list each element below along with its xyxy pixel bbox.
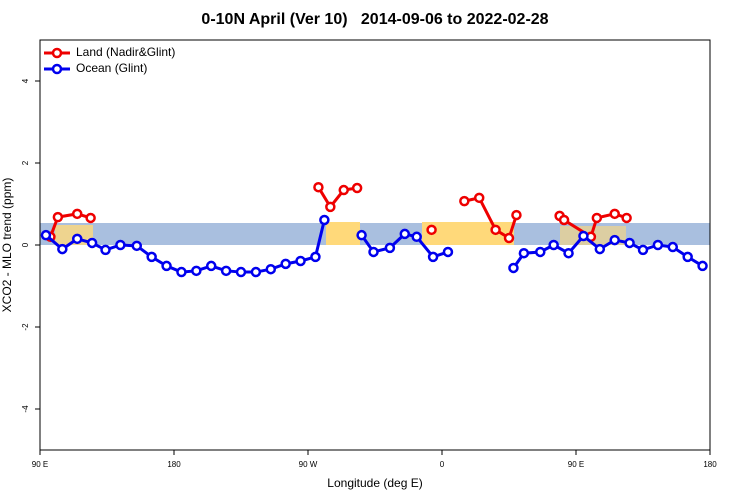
data-point (85, 212, 96, 224)
legend-marker (51, 47, 63, 59)
data-point (40, 229, 52, 241)
data-point (637, 244, 649, 256)
data-point (191, 265, 202, 277)
data-point (609, 234, 620, 246)
land-band (326, 222, 360, 245)
data-point (518, 247, 530, 259)
data-point (399, 228, 411, 240)
data-point (338, 184, 349, 196)
data-point (280, 258, 291, 270)
data-point (594, 243, 606, 255)
y-tick-label: 2 (21, 160, 30, 165)
x-tick-label: 180 (167, 460, 181, 469)
data-point (511, 209, 522, 221)
x-axis-label: Longitude (deg E) (327, 476, 422, 490)
data-point (508, 262, 519, 274)
data-point (310, 251, 321, 263)
y-tick-label: 0 (21, 242, 30, 247)
legend-label: Land (Nadir&Glint) (76, 45, 175, 59)
data-point (52, 211, 64, 223)
data-point (697, 260, 708, 272)
data-point (131, 240, 143, 252)
y-tick-label: -2 (21, 323, 30, 331)
data-point (235, 266, 247, 278)
data-point (490, 224, 501, 236)
x-tick-label: 90 W (299, 460, 318, 469)
data-point (356, 229, 367, 241)
x-tick-label: 0 (440, 460, 445, 469)
data-point (558, 214, 570, 226)
legend-marker (51, 63, 63, 75)
x-tick-label: 90 E (32, 460, 48, 469)
data-point (265, 263, 277, 275)
data-point (71, 208, 83, 220)
data-point (351, 182, 363, 194)
data-point (578, 230, 589, 242)
y-tick-label: -4 (21, 405, 30, 413)
data-point (384, 242, 396, 254)
chart-title: 0-10N April (Ver 10) 2014-09-06 to 2022-… (201, 11, 548, 28)
data-point (115, 239, 126, 251)
data-point (146, 251, 157, 263)
data-point (205, 260, 217, 272)
y-tick-label: 4 (21, 78, 30, 83)
data-point (86, 237, 98, 249)
data-point (667, 241, 679, 253)
data-point (426, 224, 437, 236)
data-point (535, 246, 546, 258)
data-point (57, 243, 68, 255)
x-tick-label: 90 E (568, 460, 584, 469)
data-point (548, 239, 559, 251)
data-point (176, 266, 187, 278)
data-point (325, 201, 336, 213)
data-point (71, 233, 83, 245)
data-point (250, 266, 262, 278)
data-point (411, 231, 422, 243)
data-point (100, 244, 111, 256)
data-point (427, 251, 439, 263)
ocean-band (40, 223, 710, 245)
data-point (563, 247, 574, 259)
series-line (49, 186, 628, 241)
data-point (295, 255, 306, 267)
x-tick-label: 180 (703, 460, 717, 469)
data-point (621, 212, 632, 224)
data-point (161, 260, 172, 272)
data-point (473, 192, 485, 204)
y-axis-label: XCO2 - MLO trend (ppm) (0, 178, 14, 313)
surface-band (40, 222, 710, 245)
data-point (591, 212, 603, 224)
data-point (220, 265, 232, 277)
data-point (442, 246, 454, 258)
data-point (652, 239, 664, 251)
data-point (609, 208, 620, 220)
data-point (319, 214, 330, 226)
data-point (503, 232, 515, 244)
data-point (459, 195, 470, 207)
data-point (682, 251, 693, 263)
legend-label: Ocean (Glint) (76, 61, 147, 75)
data-point (624, 237, 635, 249)
data-point (313, 181, 324, 193)
data-point (368, 246, 379, 258)
